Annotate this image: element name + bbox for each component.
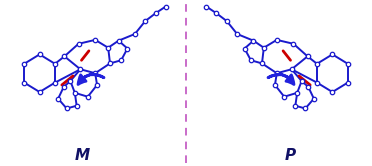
Text: M: M bbox=[75, 148, 90, 163]
FancyArrowPatch shape bbox=[268, 74, 294, 84]
FancyArrowPatch shape bbox=[78, 74, 104, 84]
Text: P: P bbox=[284, 148, 295, 163]
